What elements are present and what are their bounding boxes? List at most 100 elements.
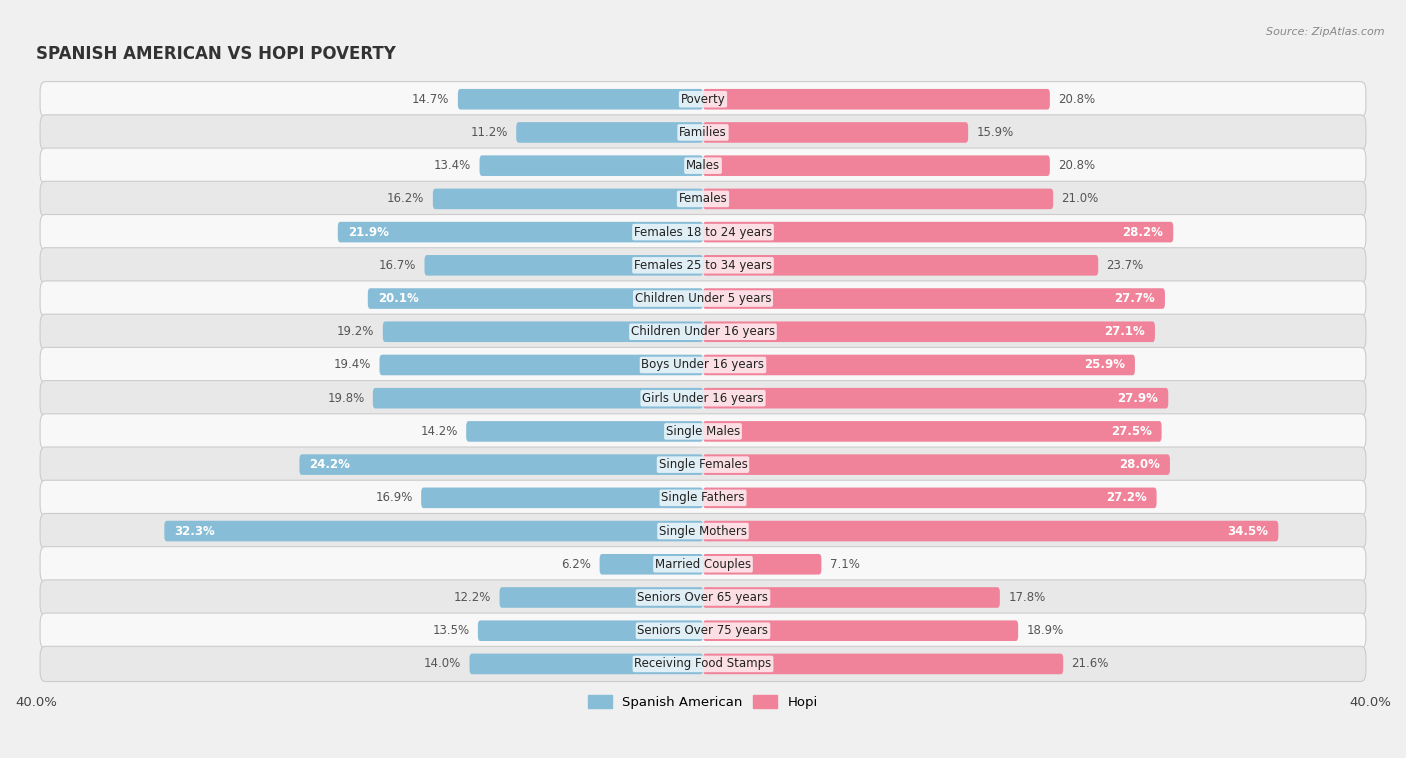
Text: 7.1%: 7.1% (830, 558, 859, 571)
Text: 19.2%: 19.2% (337, 325, 374, 338)
Text: 11.2%: 11.2% (471, 126, 508, 139)
FancyBboxPatch shape (41, 580, 1365, 615)
Text: 25.9%: 25.9% (1084, 359, 1125, 371)
Text: 27.1%: 27.1% (1104, 325, 1144, 338)
FancyBboxPatch shape (703, 388, 1168, 409)
FancyBboxPatch shape (433, 189, 703, 209)
Text: Single Fathers: Single Fathers (661, 491, 745, 504)
FancyBboxPatch shape (467, 421, 703, 442)
FancyBboxPatch shape (373, 388, 703, 409)
FancyBboxPatch shape (425, 255, 703, 276)
Text: 21.9%: 21.9% (347, 226, 388, 239)
FancyBboxPatch shape (470, 653, 703, 674)
FancyBboxPatch shape (499, 587, 703, 608)
Text: Single Males: Single Males (666, 425, 740, 438)
FancyBboxPatch shape (479, 155, 703, 176)
FancyBboxPatch shape (41, 381, 1365, 416)
Text: 13.4%: 13.4% (434, 159, 471, 172)
Text: 16.2%: 16.2% (387, 193, 425, 205)
FancyBboxPatch shape (703, 587, 1000, 608)
Text: 13.5%: 13.5% (433, 624, 470, 637)
Text: 27.7%: 27.7% (1114, 292, 1154, 305)
FancyBboxPatch shape (299, 454, 703, 475)
FancyBboxPatch shape (703, 189, 1053, 209)
FancyBboxPatch shape (599, 554, 703, 575)
Legend: Spanish American, Hopi: Spanish American, Hopi (583, 690, 823, 714)
FancyBboxPatch shape (380, 355, 703, 375)
Text: 18.9%: 18.9% (1026, 624, 1064, 637)
FancyBboxPatch shape (368, 288, 703, 309)
Text: 6.2%: 6.2% (561, 558, 592, 571)
Text: 20.8%: 20.8% (1059, 159, 1095, 172)
Text: Receiving Food Stamps: Receiving Food Stamps (634, 657, 772, 670)
Text: Single Mothers: Single Mothers (659, 525, 747, 537)
FancyBboxPatch shape (41, 181, 1365, 217)
FancyBboxPatch shape (41, 148, 1365, 183)
Text: Single Females: Single Females (658, 458, 748, 471)
Text: 21.0%: 21.0% (1062, 193, 1099, 205)
Text: 19.8%: 19.8% (328, 392, 364, 405)
FancyBboxPatch shape (41, 613, 1365, 648)
FancyBboxPatch shape (703, 122, 969, 143)
Text: Children Under 16 years: Children Under 16 years (631, 325, 775, 338)
Text: 19.4%: 19.4% (333, 359, 371, 371)
FancyBboxPatch shape (41, 447, 1365, 482)
FancyBboxPatch shape (703, 421, 1161, 442)
FancyBboxPatch shape (337, 222, 703, 243)
FancyBboxPatch shape (703, 222, 1173, 243)
Text: 15.9%: 15.9% (977, 126, 1014, 139)
FancyBboxPatch shape (516, 122, 703, 143)
Text: Females: Females (679, 193, 727, 205)
FancyBboxPatch shape (458, 89, 703, 110)
Text: 24.2%: 24.2% (309, 458, 350, 471)
Text: Boys Under 16 years: Boys Under 16 years (641, 359, 765, 371)
FancyBboxPatch shape (703, 554, 821, 575)
FancyBboxPatch shape (382, 321, 703, 342)
FancyBboxPatch shape (703, 487, 1157, 508)
Text: Females 18 to 24 years: Females 18 to 24 years (634, 226, 772, 239)
Text: 27.9%: 27.9% (1118, 392, 1159, 405)
Text: Girls Under 16 years: Girls Under 16 years (643, 392, 763, 405)
Text: 14.7%: 14.7% (412, 92, 450, 105)
FancyBboxPatch shape (703, 89, 1050, 110)
Text: Source: ZipAtlas.com: Source: ZipAtlas.com (1267, 27, 1385, 36)
Text: 16.9%: 16.9% (375, 491, 413, 504)
FancyBboxPatch shape (41, 281, 1365, 316)
Text: 17.8%: 17.8% (1008, 591, 1046, 604)
FancyBboxPatch shape (41, 248, 1365, 283)
FancyBboxPatch shape (41, 481, 1365, 515)
Text: SPANISH AMERICAN VS HOPI POVERTY: SPANISH AMERICAN VS HOPI POVERTY (37, 45, 396, 64)
FancyBboxPatch shape (41, 215, 1365, 249)
FancyBboxPatch shape (422, 487, 703, 508)
FancyBboxPatch shape (703, 255, 1098, 276)
Text: 20.1%: 20.1% (378, 292, 419, 305)
Text: 34.5%: 34.5% (1227, 525, 1268, 537)
Text: 14.2%: 14.2% (420, 425, 458, 438)
FancyBboxPatch shape (478, 620, 703, 641)
FancyBboxPatch shape (41, 314, 1365, 349)
FancyBboxPatch shape (41, 513, 1365, 549)
FancyBboxPatch shape (165, 521, 703, 541)
Text: 12.2%: 12.2% (454, 591, 491, 604)
Text: 21.6%: 21.6% (1071, 657, 1109, 670)
Text: Families: Families (679, 126, 727, 139)
Text: 14.0%: 14.0% (425, 657, 461, 670)
FancyBboxPatch shape (703, 521, 1278, 541)
Text: Females 25 to 34 years: Females 25 to 34 years (634, 258, 772, 272)
Text: 27.2%: 27.2% (1107, 491, 1147, 504)
Text: Males: Males (686, 159, 720, 172)
FancyBboxPatch shape (41, 347, 1365, 383)
FancyBboxPatch shape (41, 547, 1365, 582)
Text: 32.3%: 32.3% (174, 525, 215, 537)
Text: Poverty: Poverty (681, 92, 725, 105)
Text: 28.2%: 28.2% (1122, 226, 1163, 239)
FancyBboxPatch shape (703, 288, 1166, 309)
Text: Children Under 5 years: Children Under 5 years (634, 292, 772, 305)
Text: Seniors Over 65 years: Seniors Over 65 years (637, 591, 769, 604)
Text: 28.0%: 28.0% (1119, 458, 1160, 471)
FancyBboxPatch shape (703, 155, 1050, 176)
FancyBboxPatch shape (703, 355, 1135, 375)
FancyBboxPatch shape (703, 653, 1063, 674)
FancyBboxPatch shape (703, 454, 1170, 475)
FancyBboxPatch shape (41, 414, 1365, 449)
